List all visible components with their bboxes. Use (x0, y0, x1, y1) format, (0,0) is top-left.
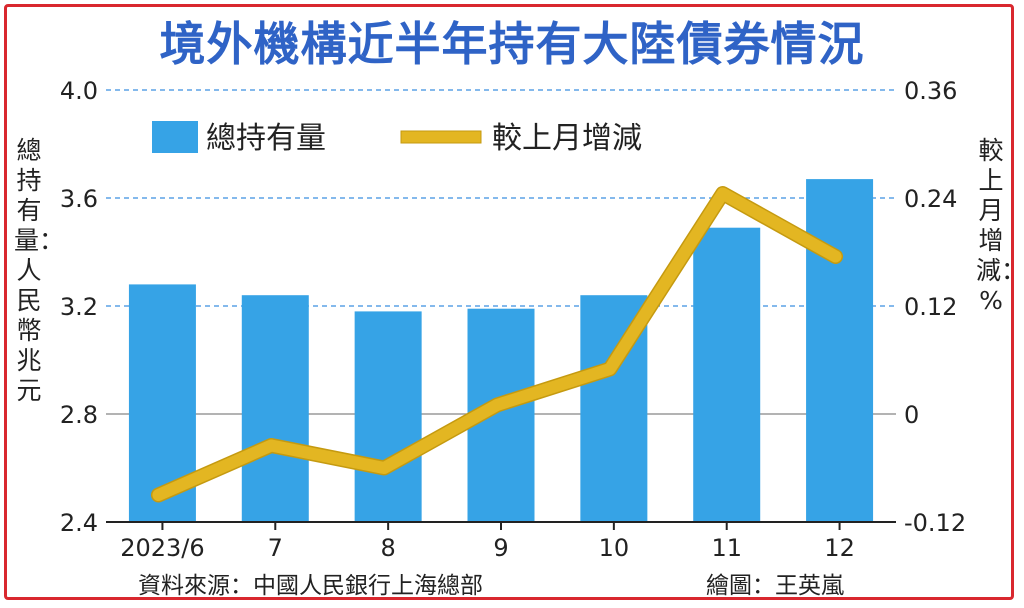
x-tick-label: 9 (493, 534, 508, 562)
y-tick-label: 4.0 (60, 77, 98, 105)
credit-note: 繪圖：王英嵐 (706, 573, 844, 599)
y2-tick-label: 0 (904, 401, 919, 429)
y-tick-label: 2.8 (60, 401, 98, 429)
right-axis-label: 較上月增減：% (976, 136, 1024, 315)
chart-title: 境外機構近半年持有大陸債券情況 (159, 17, 865, 71)
bar (806, 179, 874, 522)
legend-bar-label: 總持有量 (206, 121, 326, 156)
legend-bar-swatch (152, 121, 198, 153)
x-tick-label: 10 (599, 534, 630, 562)
line-series (152, 187, 842, 501)
bar (241, 295, 309, 522)
y2-tick-label: -0.12 (904, 509, 966, 537)
y-tick-label: 3.2 (60, 293, 98, 321)
x-tick-label: 7 (268, 534, 283, 562)
left-axis-label: 總持有量：人民幣兆元 (14, 136, 65, 405)
y2-tick-label: 0.12 (904, 293, 957, 321)
y-tick-label: 3.6 (60, 185, 98, 213)
x-tick-label: 2023/6 (120, 534, 204, 562)
x-tick-label: 8 (381, 534, 396, 562)
y2-tick-label: 0.24 (904, 185, 957, 213)
legend-line-label: 較上月增減 (492, 121, 642, 156)
y2-tick-label: 0.36 (904, 77, 957, 105)
y-tick-label: 2.4 (60, 509, 98, 537)
legend-line-swatch (400, 130, 482, 144)
x-tick-label: 11 (711, 534, 742, 562)
bar (693, 227, 761, 522)
x-tick-label: 12 (824, 534, 855, 562)
bar (354, 311, 422, 522)
source-note: 資料來源：中國人民銀行上海總部 (138, 573, 483, 599)
